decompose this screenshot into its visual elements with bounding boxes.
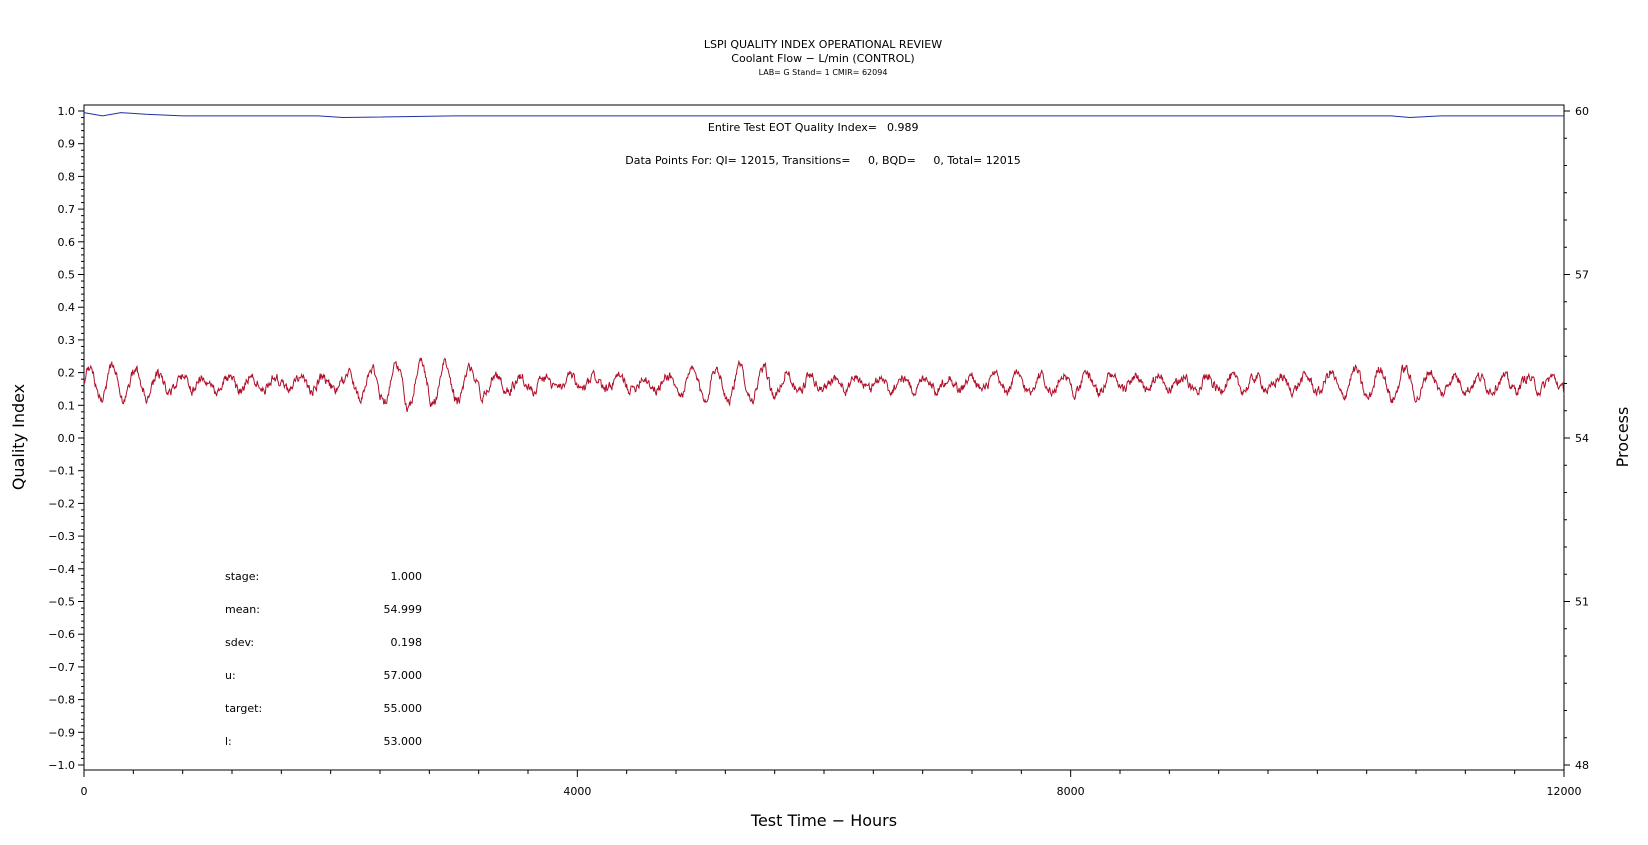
left-y-tick-label: 0.1 [58,399,76,412]
left-y-axis-label: Quality Index [9,384,28,490]
left-y-axis-tick-labels: 1.0 0.9 0.8 0.7 0.6 0.5 0.4 0.3 0.2 0.1 0.0 −0.1 −0.… [48,105,75,772]
stat-label: stage: [225,570,259,583]
stat-label: mean: [225,603,260,616]
right-y-axis-tick-labels: 60 57 54 51 48 [1575,105,1589,772]
left-y-tick-label: −0.3 [48,530,75,543]
left-y-axis-ticks [78,110,84,766]
left-y-tick-label: 0.9 [58,138,76,151]
stat-label: target: [225,702,262,715]
left-y-tick-label: 0.0 [58,432,76,445]
data-points-summary: Data Points For: QI= 12015, Transitions=… [625,154,1020,167]
x-axis-ticks [83,770,1565,777]
x-axis-tick-labels: 0 4000 8000 12000 [81,785,1582,798]
right-y-tick-label: 54 [1575,432,1589,445]
right-y-tick-label: 57 [1575,269,1589,282]
chart-subtitle-lab: LAB= G Stand= 1 CMIR= 62094 [759,68,888,77]
left-y-tick-label: 0.3 [58,334,76,347]
right-y-axis-label: Process [1613,407,1632,468]
right-y-tick-label: 51 [1575,596,1589,609]
plot-frame [83,104,1565,771]
left-y-tick-label: −0.8 [48,694,75,707]
stat-value: 54.999 [384,603,423,616]
right-y-tick-label: 48 [1575,759,1589,772]
left-y-tick-label: 0.7 [58,203,76,216]
process-statistics: stage: 1.000 mean: 54.999 sdev: 0.198 u: 57.000… [225,570,422,748]
left-y-tick-label: 0.5 [58,269,76,282]
left-y-tick-label: 0.4 [58,301,76,314]
x-axis-label: Test Time − Hours [750,811,897,830]
right-y-tick-label: 60 [1575,105,1589,118]
x-tick-label: 4000 [563,785,591,798]
chart-title: LSPI QUALITY INDEX OPERATIONAL REVIEW [704,38,942,51]
x-tick-label: 8000 [1057,785,1085,798]
eot-quality-index-label: Entire Test EOT Quality Index= [708,121,877,134]
stat-value: 0.198 [391,636,423,649]
left-y-tick-label: 0.6 [58,236,76,249]
left-y-tick-label: 0.2 [58,367,76,380]
process-series-line [83,357,1565,412]
right-y-axis-ticks [1564,110,1570,766]
left-y-tick-label: 1.0 [58,105,76,118]
quality-index-series-line [83,112,1564,119]
left-y-tick-label: 0.8 [58,170,76,183]
stat-label: sdev: [225,636,254,649]
eot-quality-index-value: 0.989 [887,121,919,134]
stat-label: u: [225,669,236,682]
left-y-tick-label: −1.0 [48,759,75,772]
stat-label: l: [225,735,232,748]
left-y-tick-label: −0.1 [48,465,75,478]
chart-subtitle: Coolant Flow − L/min (CONTROL) [731,52,914,65]
left-y-tick-label: −0.7 [48,661,75,674]
stat-value: 55.000 [384,702,423,715]
stat-value: 57.000 [384,669,423,682]
left-y-tick-label: −0.6 [48,628,75,641]
left-y-tick-label: −0.2 [48,497,75,510]
left-y-tick-label: −0.4 [48,563,75,576]
x-tick-label: 0 [81,785,88,798]
x-tick-label: 12000 [1547,785,1582,798]
left-y-tick-label: −0.9 [48,726,75,739]
left-y-tick-label: −0.5 [48,596,75,609]
stat-value: 53.000 [384,735,423,748]
stat-value: 1.000 [391,570,423,583]
